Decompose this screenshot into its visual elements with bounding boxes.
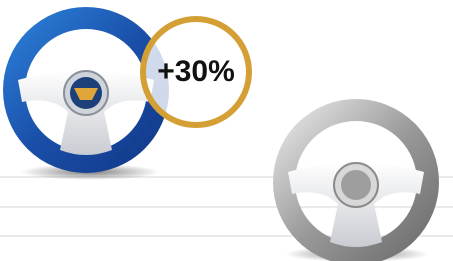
badge: +30% [143, 19, 249, 125]
illustration: +30% [0, 0, 453, 261]
badge-label: +30% [157, 55, 235, 88]
blue-steering-wheel [14, 18, 160, 180]
gray-steering-wheel [284, 110, 429, 261]
